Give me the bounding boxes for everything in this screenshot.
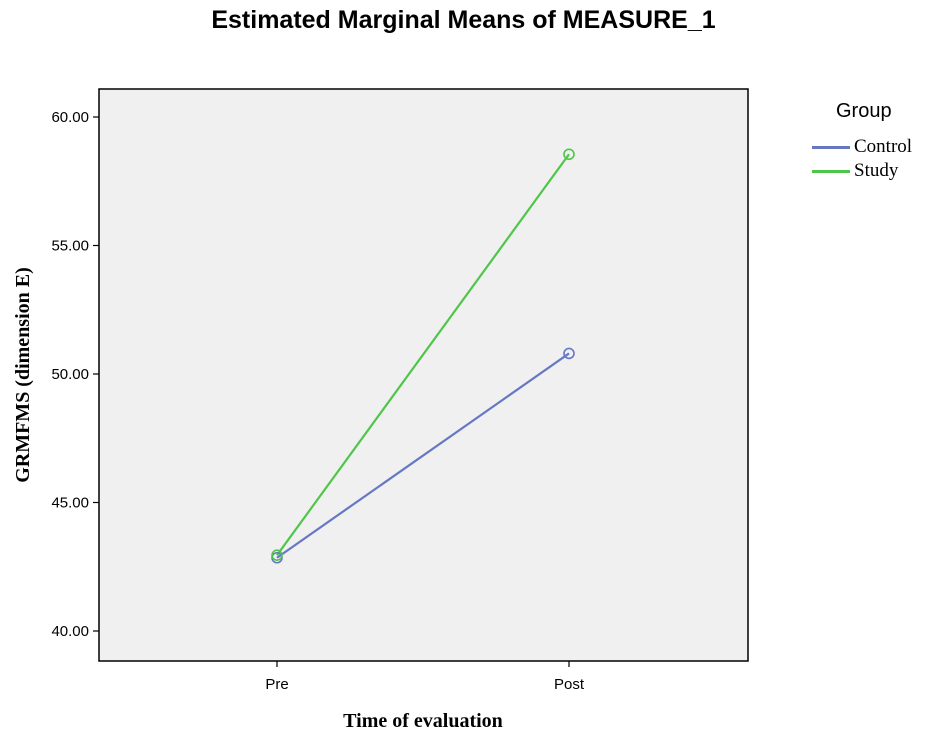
legend-label-control: Control (854, 136, 913, 157)
legend-label-study: Study (854, 160, 899, 181)
plot-area (98, 88, 749, 662)
y-axis-label: GRMFMS (dimension E) (12, 267, 34, 483)
x-axis-ticks: Pre Post (265, 661, 585, 693)
data-point-study (271, 549, 283, 561)
data-point-control (563, 347, 575, 360)
series-line-control (276, 352, 570, 559)
y-axis-ticks: 40.00 45.00 50.00 55.00 60.00 (51, 109, 99, 640)
legend-swatch-control (812, 145, 850, 149)
y-tick-label: 60.00 (51, 109, 89, 126)
series-lines (276, 153, 570, 559)
x-axis-label: Time of evaluation (343, 710, 503, 732)
series-line-study (276, 153, 570, 556)
y-tick-label: 55.00 (51, 238, 89, 255)
legend-entry-control: Control (812, 136, 912, 158)
x-tick-label: Pre (265, 676, 288, 693)
legend-entry-study: Study (812, 160, 898, 182)
x-tick-label: Post (554, 676, 585, 693)
y-tick-label: 50.00 (51, 366, 89, 383)
series-markers (271, 148, 575, 564)
chart-title: Estimated Marginal Means of MEASURE_1 (211, 6, 716, 34)
y-tick-label: 45.00 (51, 495, 89, 512)
y-tick-label: 40.00 (51, 623, 89, 640)
legend-swatch-study (812, 169, 850, 173)
data-point-study (563, 148, 575, 161)
legend-title: Group (836, 100, 892, 122)
